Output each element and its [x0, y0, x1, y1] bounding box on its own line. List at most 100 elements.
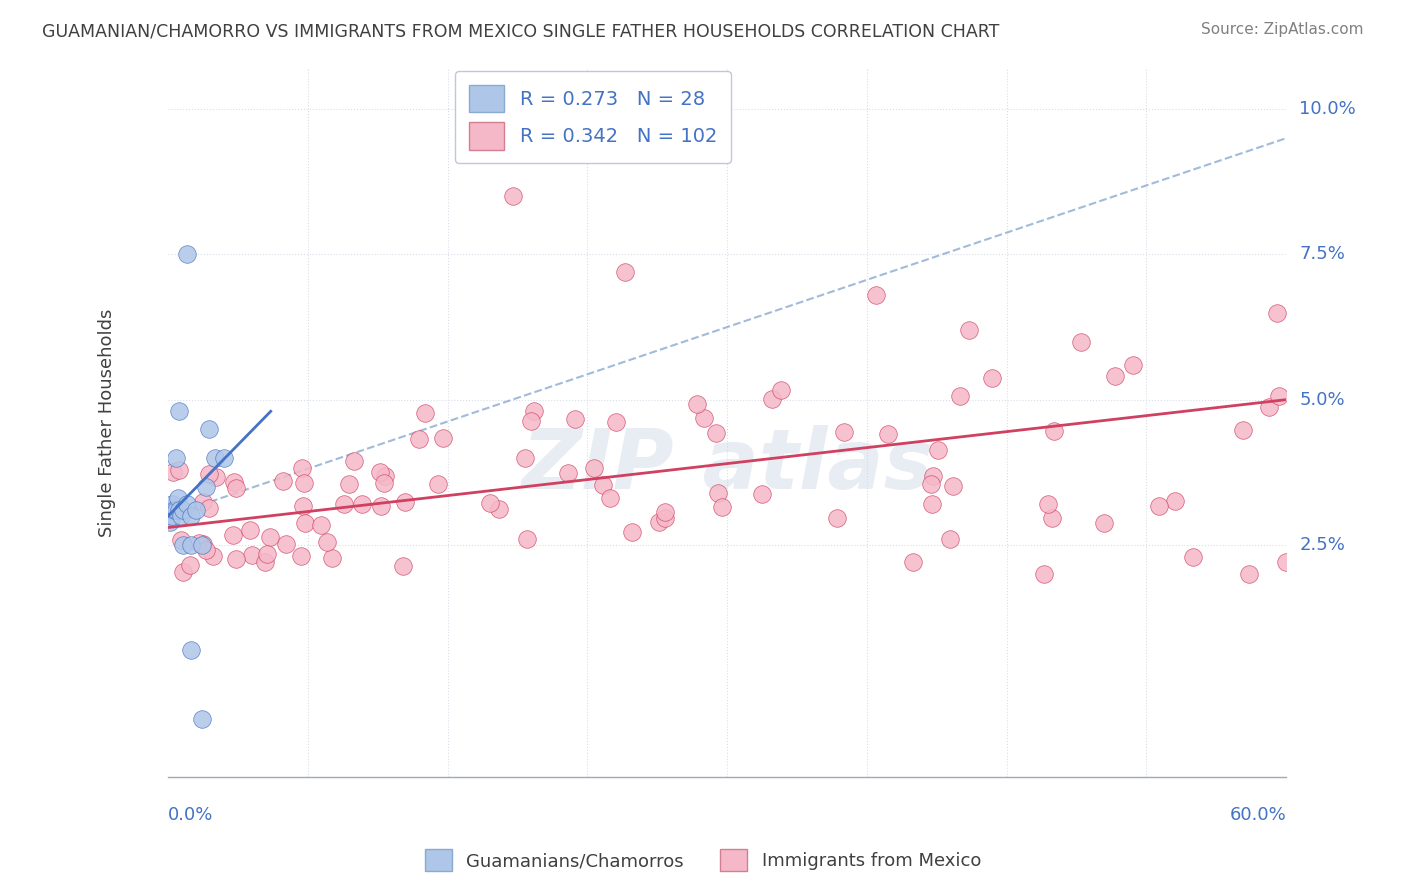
Point: [1040, 511, 1063, 525]
Point: [165, 503, 187, 517]
Point: [225, 481, 247, 495]
Point: [195, 543, 218, 558]
Point: [198, 501, 221, 516]
Point: [191, 495, 214, 509]
Point: [605, 416, 627, 430]
Point: [761, 392, 783, 406]
Point: [1032, 566, 1054, 581]
Point: [374, 469, 396, 483]
Text: ZIP atlas: ZIP atlas: [522, 425, 934, 506]
Text: 10.0%: 10.0%: [1299, 100, 1357, 118]
Point: [294, 516, 316, 530]
Point: [1038, 497, 1060, 511]
Point: [432, 430, 454, 444]
Point: [180, 538, 202, 552]
Point: [290, 549, 312, 563]
Point: [704, 425, 727, 440]
Point: [478, 496, 501, 510]
Point: [291, 500, 314, 514]
Point: [176, 497, 198, 511]
Point: [162, 465, 184, 479]
Text: 2.5%: 2.5%: [1299, 536, 1346, 554]
Point: [370, 499, 392, 513]
Point: [957, 323, 980, 337]
Legend: Guamanians/Chamorros, Immigrants from Mexico: Guamanians/Chamorros, Immigrants from Me…: [418, 842, 988, 879]
Point: [942, 479, 965, 493]
Point: [1232, 423, 1254, 437]
Point: [502, 189, 524, 203]
Point: [1149, 499, 1171, 513]
Text: GUAMANIAN/CHAMORRO VS IMMIGRANTS FROM MEXICO SINGLE FATHER HOUSEHOLDS CORRELATIO: GUAMANIAN/CHAMORRO VS IMMIGRANTS FROM ME…: [42, 22, 1000, 40]
Point: [292, 475, 315, 490]
Text: Source: ZipAtlas.com: Source: ZipAtlas.com: [1201, 22, 1364, 37]
Point: [253, 555, 276, 569]
Point: [204, 469, 226, 483]
Point: [193, 537, 215, 551]
Point: [583, 460, 606, 475]
Point: [186, 503, 208, 517]
Point: [225, 552, 247, 566]
Point: [949, 389, 972, 403]
Point: [648, 515, 671, 529]
Point: [1043, 424, 1066, 438]
Point: [188, 536, 211, 550]
Point: [170, 533, 193, 548]
Point: [515, 532, 537, 546]
Point: [172, 566, 194, 580]
Point: [350, 498, 373, 512]
Point: [172, 538, 194, 552]
Point: [222, 475, 245, 490]
Point: [654, 505, 676, 519]
Point: [198, 422, 221, 436]
Point: [159, 508, 181, 523]
Point: [592, 477, 614, 491]
Point: [711, 500, 734, 514]
Point: [599, 491, 621, 506]
Point: [1257, 400, 1279, 414]
Point: [274, 537, 297, 551]
Point: [337, 476, 360, 491]
Point: [160, 497, 183, 511]
Point: [373, 476, 395, 491]
Point: [621, 525, 644, 540]
Point: [769, 383, 792, 397]
Point: [903, 555, 925, 569]
Point: [180, 508, 202, 523]
Point: [165, 450, 187, 465]
Point: [170, 508, 193, 523]
Point: [654, 510, 676, 524]
Point: [212, 450, 235, 465]
Point: [201, 549, 224, 563]
Point: [1181, 549, 1204, 564]
Point: [180, 642, 202, 657]
Point: [191, 538, 214, 552]
Point: [169, 404, 191, 418]
Point: [408, 432, 430, 446]
Point: [921, 497, 943, 511]
Point: [239, 523, 262, 537]
Point: [920, 477, 942, 491]
Point: [179, 558, 201, 572]
Point: [1237, 566, 1260, 581]
Point: [259, 530, 281, 544]
Point: [315, 535, 337, 549]
Point: [159, 515, 181, 529]
Point: [391, 559, 413, 574]
Text: 5.0%: 5.0%: [1299, 391, 1346, 409]
Point: [939, 532, 962, 546]
Point: [980, 370, 1002, 384]
Point: [564, 412, 586, 426]
Point: [865, 288, 887, 302]
Point: [751, 487, 773, 501]
Point: [309, 517, 332, 532]
Text: 60.0%: 60.0%: [1229, 806, 1286, 824]
Text: 7.5%: 7.5%: [1299, 245, 1346, 263]
Point: [876, 427, 898, 442]
Point: [191, 712, 214, 726]
Point: [166, 491, 188, 506]
Point: [343, 454, 366, 468]
Point: [513, 451, 536, 466]
Point: [159, 508, 181, 523]
Point: [413, 406, 436, 420]
Point: [427, 477, 450, 491]
